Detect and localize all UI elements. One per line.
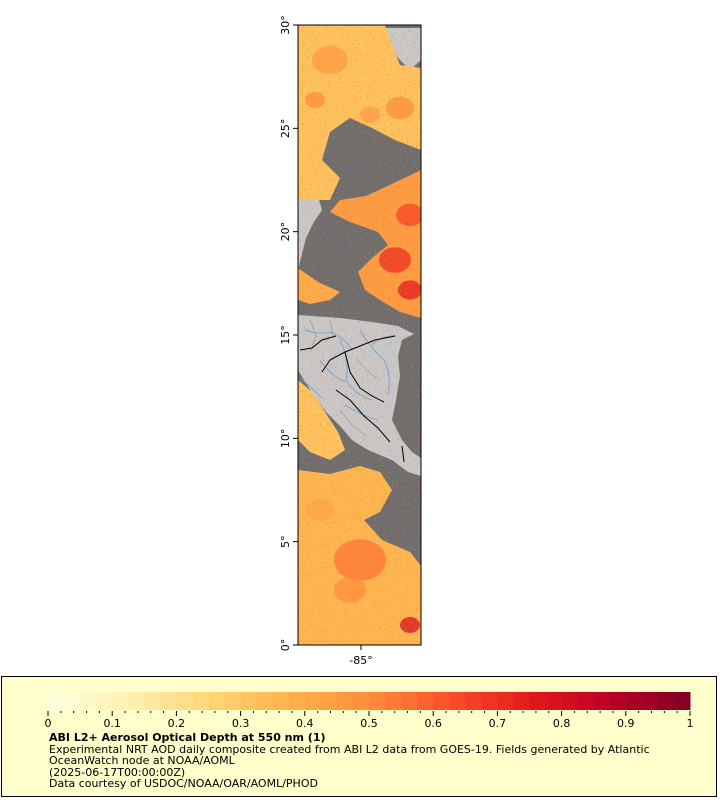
colorbar-cell (272, 692, 290, 710)
colorbar-cell (160, 692, 177, 710)
colorbar-cell (304, 692, 322, 710)
lat-tick-label: 10° (279, 429, 292, 449)
lat-tick-label: 15° (279, 325, 292, 345)
legend-title: ABI L2+ Aerosol Optical Depth at 550 nm … (49, 731, 326, 744)
colorbar-cell (385, 692, 402, 710)
longitude-axis: -85° (349, 645, 373, 667)
lon-tick-label: -85° (349, 654, 372, 667)
colorbar-cell (192, 692, 209, 710)
colorbar-cell (208, 692, 226, 710)
country-borders (299, 335, 405, 463)
colorbar-tick-label: 0.5 (360, 717, 378, 730)
colorbar-cell (176, 692, 193, 710)
colorbar-cell (240, 692, 258, 710)
colorbar-cell (64, 692, 81, 710)
colorbar-tick-label: 0.2 (168, 717, 186, 730)
legend-text: ABI L2+ Aerosol Optical Depth at 550 nm … (49, 732, 709, 790)
colorbar: 0 0.1 0.2 0.3 0.4 0.5 0.6 0.7 0.8 0.9 1 (45, 692, 694, 730)
colorbar-cell (513, 692, 530, 710)
colorbar-cell (561, 692, 579, 710)
colorbar-tick-label: 0.6 (424, 717, 442, 730)
colorbar-cell (48, 692, 65, 710)
colorbar-ticks: 0 0.1 0.2 0.3 0.4 0.5 0.6 0.7 0.8 0.9 1 (45, 711, 694, 730)
map-area: 0° 5° 10° 15° 20° 25° 30° -85° (279, 15, 422, 667)
legend-description: Experimental NRT AOD daily composite cre… (49, 742, 650, 767)
colorbar-cell (336, 692, 354, 710)
colorbar-tick-label: 1 (687, 717, 694, 730)
colorbar-cell (96, 692, 113, 710)
colorbar-cell (481, 692, 498, 710)
colorbar-cell (256, 692, 274, 710)
colorbar-cell (529, 692, 547, 710)
legend-credit: Data courtesy of USDOC/NOAA/OAR/AOML/PHO… (49, 777, 318, 790)
latitude-axis: 0° 5° 10° 15° 20° 25° 30° (279, 15, 298, 651)
legend-date: (2025-06-17T00:00:00Z) (49, 765, 186, 779)
aod-texture (298, 25, 421, 645)
colorbar-cell (449, 692, 466, 710)
colorbar-cell (352, 692, 370, 710)
colorbar-cell (577, 692, 595, 710)
colorbar-cell (465, 692, 482, 710)
colorbar-cell (144, 692, 161, 710)
lat-tick-label: 20° (279, 222, 292, 242)
colorbar-tick-label: 0.8 (553, 717, 571, 730)
colorbar-tick-label: 0.4 (296, 717, 314, 730)
colorbar-cell (545, 692, 563, 710)
colorbar-cell (497, 692, 514, 710)
lat-tick-label: 0° (279, 639, 292, 652)
colorbar-cell (112, 692, 129, 710)
colorbar-cell (641, 692, 659, 710)
colorbar-cell (433, 692, 450, 710)
lat-tick-label: 25° (279, 119, 292, 139)
colorbar-cell (80, 692, 97, 710)
colorbar-cell (657, 692, 675, 710)
colorbar-tick-label: 0.3 (232, 717, 250, 730)
colorbar-cell (288, 692, 306, 710)
colorbar-cell (625, 692, 643, 710)
colorbar-cell (320, 692, 338, 710)
colorbar-tick-label: 0.9 (617, 717, 635, 730)
colorbar-cell (224, 692, 242, 710)
colorbar-cell (401, 692, 418, 710)
colorbar-cell (369, 692, 386, 710)
lat-tick-label: 30° (279, 15, 292, 35)
internal-borders (309, 319, 381, 437)
aod-map: 0° 5° 10° 15° 20° 25° 30° -85° (279, 15, 422, 667)
colorbar-cell (128, 692, 145, 710)
colorbar-cell (417, 692, 434, 710)
colorbar-tick-label: 0 (45, 717, 52, 730)
legend-panel: 0 0.1 0.2 0.3 0.4 0.5 0.6 0.7 0.8 0.9 1 ABI L2+ Ae… (1, 676, 717, 797)
map-layers (298, 25, 421, 645)
colorbar-tick-label: 0.7 (489, 717, 507, 730)
colorbar-cell (609, 692, 627, 710)
colorbar-gradient (48, 692, 691, 710)
colorbar-cell (593, 692, 611, 710)
colorbar-cell (673, 692, 691, 710)
lat-tick-label: 5° (279, 535, 292, 548)
colorbar-tick-label: 0.1 (103, 717, 121, 730)
